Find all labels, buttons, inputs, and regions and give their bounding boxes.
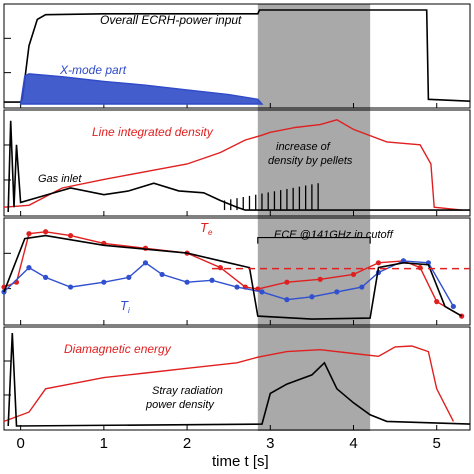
- series-stray-radiation-power-density: [7, 332, 471, 427]
- label-stray-2: power density: [145, 399, 215, 411]
- point-t-e: [375, 260, 382, 266]
- series-diamagnetic-energy: [3, 345, 455, 423]
- label-density: Line integrated density: [92, 125, 214, 139]
- point-t-i: [67, 284, 74, 290]
- x-tick-label: 1: [100, 435, 108, 452]
- x-tick-label: 5: [433, 435, 441, 452]
- point-t-e: [417, 265, 423, 271]
- point-t-i: [142, 260, 149, 266]
- point-t-i: [450, 303, 456, 310]
- label-pellets-2: density by pellets: [268, 155, 353, 167]
- point-t-e: [26, 231, 32, 237]
- x-tick-label: 2: [183, 435, 191, 452]
- ece-bracket: [257, 233, 371, 244]
- x-axis-label: time t [s]: [212, 453, 269, 470]
- x-tick-label: 0: [16, 435, 24, 452]
- series-x-mode-part: [19, 73, 264, 105]
- point-t-i: [101, 279, 107, 285]
- point-t-i: [359, 284, 365, 290]
- series-ece-141ghz-in-cutoff: [3, 234, 463, 320]
- point-t-i: [284, 297, 290, 303]
- label-ecrh-power: Overall ECRH-power input: [100, 13, 242, 27]
- curves: [1, 9, 471, 427]
- panel-frame-4: [3, 326, 471, 431]
- x-tick-label: 4: [349, 435, 357, 452]
- point-t-i: [184, 279, 190, 285]
- pellet-spikes: [223, 183, 319, 211]
- label-xmode: X-mode part: [59, 63, 127, 77]
- point-t-i: [234, 284, 240, 290]
- point-t-i: [259, 289, 265, 295]
- panel-frame-1: [3, 3, 471, 109]
- series-gas-inlet: [7, 120, 470, 213]
- point-t-i: [209, 277, 215, 283]
- point-t-e: [67, 233, 74, 239]
- point-t-e: [43, 229, 49, 235]
- series-line-integrated-density: [3, 119, 462, 211]
- label-te: Te: [200, 220, 213, 237]
- point-t-i: [334, 289, 340, 295]
- panel-frame-2: [3, 109, 471, 217]
- panel-frame-3: [3, 217, 471, 326]
- x-tick-labels: 0 1 2 3 4 5: [16, 435, 440, 452]
- label-gas-inlet: Gas inlet: [38, 173, 82, 185]
- point-t-i: [309, 294, 315, 300]
- point-t-i: [43, 274, 49, 280]
- point-t-e: [434, 299, 440, 305]
- label-ti: Ti: [120, 298, 130, 315]
- series-t-e: [3, 231, 463, 317]
- label-stray-1: Stray radiation: [152, 385, 223, 397]
- label-diamagnetic: Diamagnetic energy: [64, 342, 172, 356]
- point-t-i: [159, 271, 165, 278]
- point-t-e: [217, 265, 223, 271]
- point-t-i: [26, 265, 32, 271]
- point-t-e: [317, 276, 323, 282]
- series-overall-ecrh-power-input: [4, 9, 471, 103]
- label-ece: ECE @141GHz in cutoff: [274, 229, 394, 241]
- series-t-i: [3, 260, 455, 307]
- x-tick-label: 3: [266, 435, 274, 452]
- point-t-e: [284, 279, 290, 285]
- panel-frames: [3, 3, 471, 431]
- point-t-e: [350, 271, 357, 278]
- point-t-i: [126, 274, 132, 280]
- label-pellets-1: increase of: [276, 141, 331, 153]
